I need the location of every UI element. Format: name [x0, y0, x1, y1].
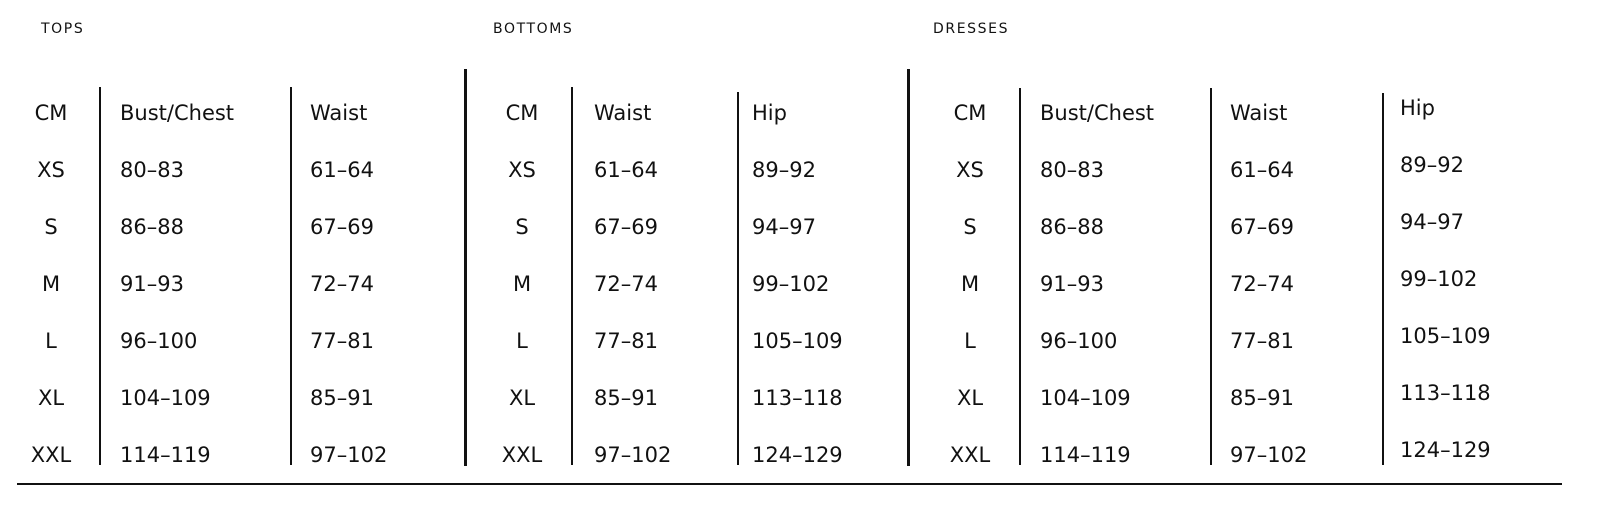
measurement-cell: 77–81 — [310, 329, 374, 353]
measurement-cell: 91–93 — [1040, 272, 1104, 296]
measurement-cell: 113–118 — [1400, 381, 1491, 405]
column-header: Waist — [310, 101, 368, 125]
bottom-divider — [17, 483, 1562, 485]
size-label: XL — [956, 386, 984, 410]
measurement-cell: 77–81 — [594, 329, 658, 353]
section-divider — [907, 69, 910, 466]
column-header: Bust/Chest — [1040, 101, 1155, 125]
size-label: XS — [956, 158, 984, 182]
measurement-cell: 94–97 — [752, 215, 816, 239]
measurement-cell: 72–74 — [310, 272, 374, 296]
measurement-cell: 72–74 — [594, 272, 658, 296]
measurement-cell: 80–83 — [120, 158, 184, 182]
measurement-cell: 124–129 — [1400, 438, 1491, 462]
measurement-cell: 99–102 — [1400, 267, 1478, 291]
column-header: Waist — [1230, 101, 1288, 125]
column-header: Hip — [752, 101, 787, 125]
measurement-cell: 85–91 — [594, 386, 658, 410]
measurement-cell: 72–74 — [1230, 272, 1294, 296]
size-label: M — [41, 272, 61, 296]
size-label: S — [515, 215, 529, 239]
column-divider — [99, 87, 101, 465]
size-label: XXL — [501, 443, 543, 467]
measurement-cell: 67–69 — [1230, 215, 1294, 239]
measurement-cell: 67–69 — [594, 215, 658, 239]
column-header: CM — [953, 101, 987, 125]
size-label: XXL — [949, 443, 991, 467]
measurement-cell: 113–118 — [752, 386, 843, 410]
column-divider — [1019, 88, 1021, 465]
measurement-cell: 96–100 — [1040, 329, 1118, 353]
size-label: XS — [37, 158, 65, 182]
measurement-cell: 104–109 — [120, 386, 211, 410]
measurement-cell: 61–64 — [310, 158, 374, 182]
measurement-cell: 86–88 — [1040, 215, 1104, 239]
measurement-cell: 97–102 — [310, 443, 388, 467]
column-header: Waist — [594, 101, 652, 125]
measurement-cell: 77–81 — [1230, 329, 1294, 353]
measurement-cell: 104–109 — [1040, 386, 1131, 410]
size-label: L — [516, 329, 528, 353]
measurement-cell: 97–102 — [594, 443, 672, 467]
size-label: XL — [37, 386, 65, 410]
measurement-cell: 97–102 — [1230, 443, 1308, 467]
size-label: XXL — [30, 443, 72, 467]
measurement-cell: 85–91 — [1230, 386, 1294, 410]
column-divider — [1382, 93, 1384, 465]
size-label: L — [964, 329, 976, 353]
measurement-cell: 96–100 — [120, 329, 198, 353]
measurement-cell: 99–102 — [752, 272, 830, 296]
size-label: S — [44, 215, 58, 239]
column-divider — [737, 92, 739, 465]
column-header: CM — [34, 101, 68, 125]
column-divider — [571, 87, 573, 465]
section-divider — [464, 69, 467, 466]
column-header: Hip — [1400, 96, 1435, 120]
measurement-cell: 80–83 — [1040, 158, 1104, 182]
tops-section-title: TOPS — [41, 21, 85, 37]
column-header: CM — [505, 101, 539, 125]
size-label: XL — [508, 386, 536, 410]
size-label: M — [960, 272, 980, 296]
size-label: M — [512, 272, 532, 296]
measurement-cell: 85–91 — [310, 386, 374, 410]
measurement-cell: 114–119 — [1040, 443, 1131, 467]
size-label: L — [45, 329, 57, 353]
measurement-cell: 105–109 — [1400, 324, 1491, 348]
column-header: Bust/Chest — [120, 101, 235, 125]
measurement-cell: 89–92 — [752, 158, 816, 182]
bottoms-section-title: BOTTOMS — [493, 21, 574, 37]
measurement-cell: 61–64 — [594, 158, 658, 182]
measurement-cell: 67–69 — [310, 215, 374, 239]
size-label: S — [963, 215, 977, 239]
column-divider — [290, 87, 292, 465]
measurement-cell: 86–88 — [120, 215, 184, 239]
size-label: XS — [508, 158, 536, 182]
measurement-cell: 124–129 — [752, 443, 843, 467]
measurement-cell: 91–93 — [120, 272, 184, 296]
dresses-section-title: DRESSES — [933, 21, 1010, 37]
measurement-cell: 61–64 — [1230, 158, 1294, 182]
measurement-cell: 89–92 — [1400, 153, 1464, 177]
measurement-cell: 114–119 — [120, 443, 211, 467]
measurement-cell: 105–109 — [752, 329, 843, 353]
column-divider — [1210, 88, 1212, 465]
measurement-cell: 94–97 — [1400, 210, 1464, 234]
